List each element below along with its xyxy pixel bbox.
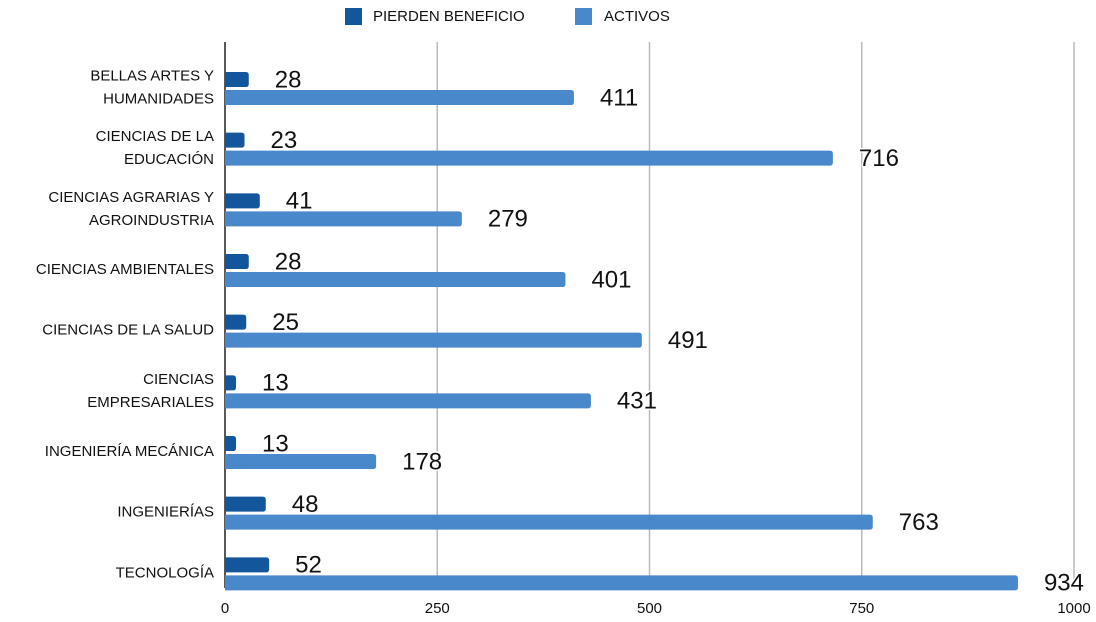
data-label: 763 [899, 509, 939, 536]
data-label: 13 [262, 370, 289, 397]
y-tick-label: TECNOLOGÍA [116, 564, 214, 581]
bar [225, 436, 237, 451]
bar [225, 393, 591, 409]
x-tick-label: 750 [849, 600, 874, 617]
data-label: 279 [488, 206, 528, 233]
y-tick-label: INGENIERÍAS [117, 504, 214, 521]
bar [225, 193, 260, 209]
data-label: 28 [275, 66, 302, 93]
legend-swatch [345, 8, 362, 25]
y-tick-label: CIENCIAS EMPRESARIALES [87, 371, 214, 411]
bar [225, 454, 377, 469]
data-label: 178 [402, 448, 442, 475]
data-label: 491 [668, 327, 708, 354]
bar [225, 557, 270, 573]
x-tick-label: 0 [221, 600, 229, 617]
y-tick-label: BELLAS ARTES Y HUMANIDADES [90, 67, 214, 107]
y-tick-label: CIENCIAS DE LA EDUCACIÓN [96, 128, 214, 168]
data-label: 411 [600, 84, 638, 111]
bar [225, 72, 249, 87]
x-tick-label: 500 [637, 600, 662, 617]
data-label: 23 [271, 127, 298, 154]
legend-swatch [575, 8, 592, 25]
legend-label: ACTIVOS [604, 8, 670, 25]
bar [225, 514, 873, 530]
data-label: 41 [286, 188, 313, 215]
bar [225, 90, 574, 105]
data-label: 401 [591, 266, 631, 293]
legend-label: PIERDEN BENEFICIO [373, 8, 525, 25]
x-tick-label: 1000 [1057, 600, 1090, 617]
data-label: 25 [272, 309, 299, 336]
y-tick-label: CIENCIAS AGRARIAS Y AGROINDUSTRIA [48, 189, 214, 229]
bar [225, 132, 245, 148]
bar [225, 211, 462, 227]
y-tick-label: INGENIERÍA MECÁNICA [45, 443, 214, 460]
data-label: 48 [292, 491, 319, 518]
data-label: 13 [262, 430, 289, 457]
data-label: 431 [617, 388, 657, 415]
bar [225, 272, 566, 287]
bar [225, 254, 249, 269]
bar [225, 575, 1018, 591]
bar [225, 314, 247, 330]
y-tick-label: CIENCIAS AMBIENTALES [36, 261, 214, 278]
data-label: 28 [275, 248, 302, 275]
x-tick-label: 250 [425, 600, 450, 617]
data-label: 52 [295, 552, 322, 579]
data-label: 716 [859, 145, 899, 172]
bar [225, 496, 266, 512]
bar [225, 332, 642, 348]
bar [225, 150, 833, 166]
y-tick-label: CIENCIAS DE LA SALUD [42, 322, 214, 339]
data-label: 934 [1044, 570, 1084, 597]
bar [225, 375, 237, 391]
